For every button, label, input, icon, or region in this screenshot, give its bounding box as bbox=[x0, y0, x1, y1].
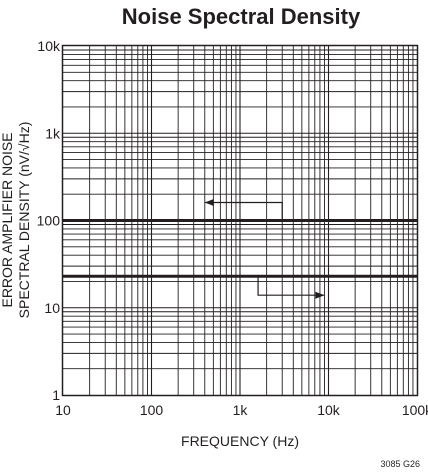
x-axis-label: FREQUENCY (Hz) bbox=[181, 433, 299, 449]
series-layer bbox=[63, 219, 417, 278]
left-axis-arrow-line bbox=[204, 201, 283, 221]
y-axis-label-line-2: SPECTRAL DENSITY (nV/√Hz) bbox=[16, 122, 32, 319]
y-axis-label-line-1: ERROR AMPLIFIER NOISE bbox=[0, 132, 15, 307]
y-tick-label: 1 bbox=[52, 387, 60, 403]
right-axis-arrow-line bbox=[257, 276, 325, 296]
plot-frame bbox=[61, 44, 419, 397]
figure-code: 3085 G26 bbox=[380, 459, 420, 469]
y-tick-label: 10 bbox=[44, 300, 60, 316]
y-tick-label: 100 bbox=[37, 213, 61, 229]
x-tick-label: 100k bbox=[402, 402, 428, 418]
annotation-layer bbox=[204, 199, 325, 299]
x-tick-label: 10 bbox=[55, 402, 71, 418]
x-tick-label: 10k bbox=[317, 402, 341, 418]
x-tick-label: 100 bbox=[140, 402, 164, 418]
left-axis-arrow-head bbox=[204, 199, 214, 206]
x-tick-labels: 10 100 1k 10k 100k bbox=[55, 402, 428, 418]
x-tick-label: 1k bbox=[233, 402, 249, 418]
right-axis-arrow-head bbox=[315, 291, 325, 299]
chart-title: Noise Spectral Density bbox=[122, 4, 361, 29]
y-tick-label: 1k bbox=[45, 125, 61, 141]
y-tick-label: 10k bbox=[37, 38, 61, 54]
y-axis-label: ERROR AMPLIFIER NOISE SPECTRAL DENSITY (… bbox=[0, 122, 32, 319]
y-tick-labels: 1 10 100 1k 10k bbox=[37, 38, 61, 403]
